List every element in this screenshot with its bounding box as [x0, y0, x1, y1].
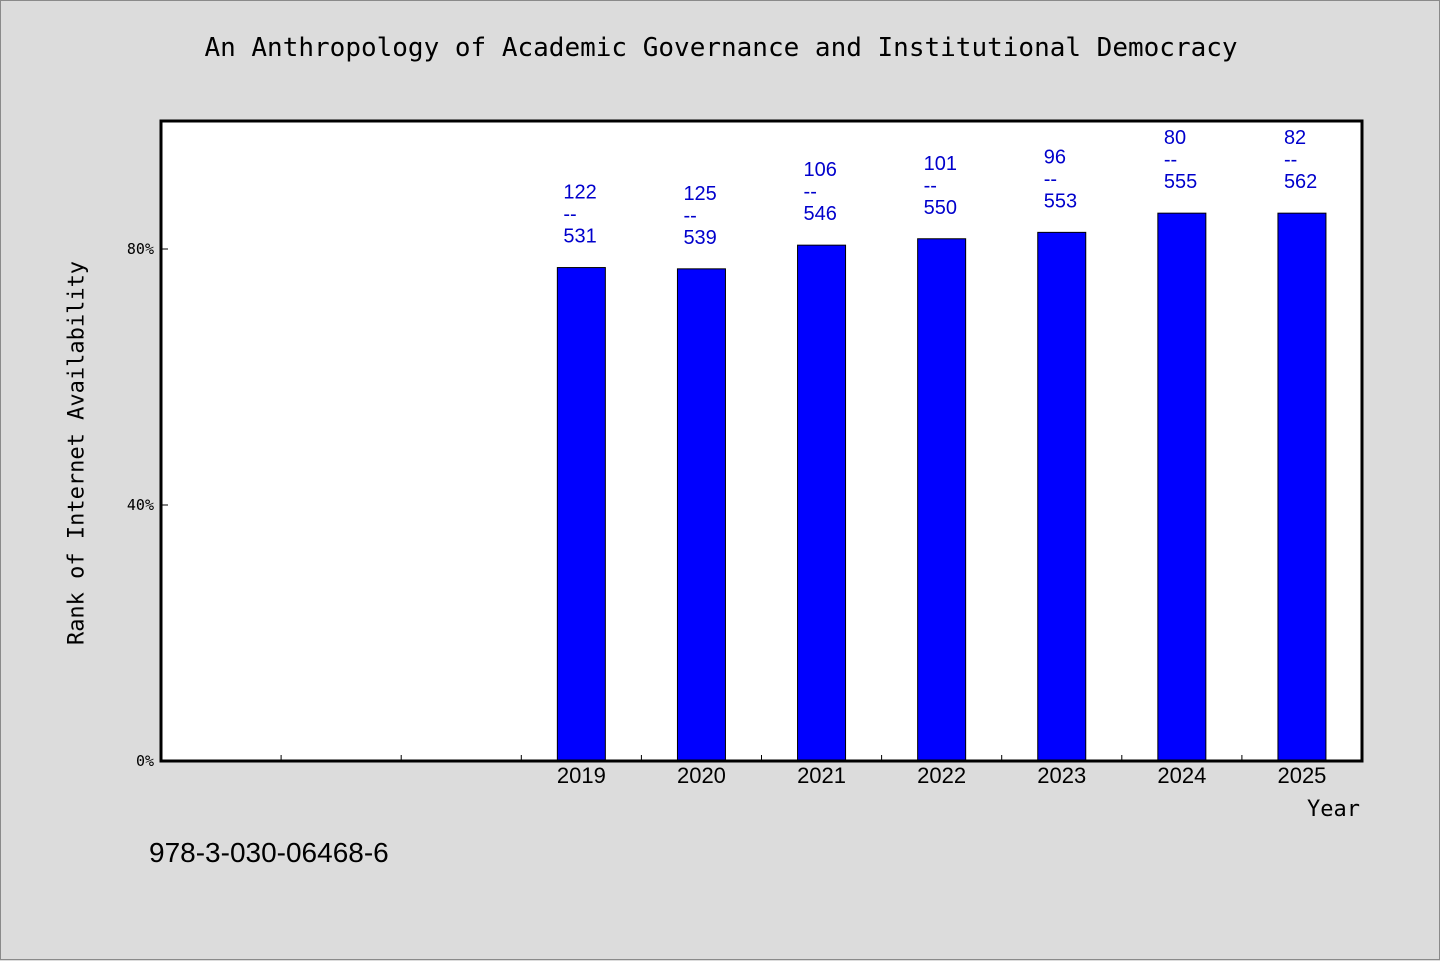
bar-2022	[917, 238, 967, 762]
y-tick-label: 40%	[127, 496, 154, 514]
data-label-rank: 106	[804, 159, 837, 181]
data-label-total: 531	[563, 226, 596, 248]
bar-2024	[1157, 212, 1207, 762]
data-label-sep: --	[1164, 149, 1177, 171]
data-label-rank: 82	[1284, 127, 1306, 149]
plot-frame	[159, 119, 1364, 763]
bar-2019	[556, 267, 606, 762]
data-label-sep: --	[1044, 168, 1057, 190]
data-label-sep: --	[1284, 149, 1297, 171]
data-label-total: 546	[804, 203, 837, 225]
y-tick-label: 0%	[136, 752, 154, 770]
y-axis-label: Rank of Internet Availability	[64, 260, 90, 646]
isbn-text: 978-3-030-06468-6	[149, 837, 389, 868]
x-tick-label: 2022	[917, 763, 966, 788]
bar-2020	[676, 268, 726, 762]
data-label-sep: --	[683, 205, 696, 227]
data-label-total: 555	[1164, 171, 1197, 193]
x-tick-label: 2020	[677, 763, 726, 788]
x-tick-label: 2025	[1277, 763, 1326, 788]
x-axis-label: Year	[1307, 797, 1360, 822]
data-label-sep: --	[924, 175, 937, 197]
x-tick-label: 2019	[557, 763, 606, 788]
data-label-rank: 122	[563, 182, 596, 204]
data-label-rank: 96	[1044, 146, 1066, 168]
data-label-sep: --	[804, 181, 817, 203]
bar-2021	[797, 244, 847, 762]
data-label-sep: --	[563, 204, 576, 226]
x-tick-label: 2021	[797, 763, 846, 788]
bar-2023	[1037, 231, 1087, 762]
x-tick-label: 2024	[1157, 763, 1206, 788]
data-label-total: 562	[1284, 171, 1317, 193]
y-tick-label: 80%	[127, 240, 154, 258]
data-label-rank: 125	[683, 183, 716, 205]
data-label-total: 553	[1044, 190, 1077, 212]
data-label-total: 550	[924, 197, 957, 219]
chart-title: An Anthropology of Academic Governance a…	[204, 33, 1238, 63]
bar-2025	[1277, 212, 1327, 762]
data-label-rank: 101	[924, 153, 957, 175]
data-label-total: 539	[683, 227, 716, 249]
data-label-rank: 80	[1164, 127, 1186, 149]
x-tick-label: 2023	[1037, 763, 1086, 788]
